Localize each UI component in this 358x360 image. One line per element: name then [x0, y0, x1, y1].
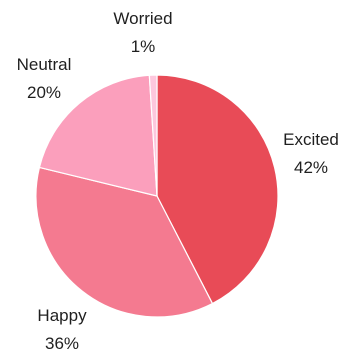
slice-label-excited: Excited [283, 130, 339, 149]
slice-label-worried: Worried [113, 9, 172, 28]
slice-value-label-neutral: 20% [27, 83, 61, 102]
pie-labels: Excited 42% Happy 36% Neutral 20% Worried 1% [17, 9, 339, 353]
slice-label-neutral: Neutral [17, 55, 72, 74]
slice-value-label-excited: 42% [294, 158, 328, 177]
pie-slice-neutral [38, 74, 158, 197]
slice-value-label-happy: 36% [45, 334, 79, 353]
pie-slices [35, 74, 279, 318]
slice-value-label-worried: 1% [131, 37, 156, 56]
pie-slice-excited [156, 74, 279, 305]
slice-label-happy: Happy [37, 306, 87, 325]
pie-slice-happy [35, 166, 214, 318]
pie-slice-worried [148, 74, 158, 197]
